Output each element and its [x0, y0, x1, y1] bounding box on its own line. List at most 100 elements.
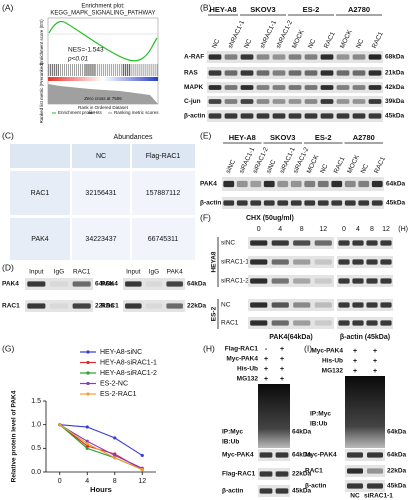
- table-cell: [132, 171, 195, 215]
- column-header: Flag-RAC1: [146, 153, 181, 160]
- lane-label: NC: [350, 493, 360, 500]
- blot-band: [272, 54, 286, 60]
- ib-label: IB:Ub: [310, 421, 327, 428]
- size-label: 45kDa: [385, 113, 405, 120]
- table-cell-value: 157887112: [146, 190, 181, 197]
- row-label: β-actin: [184, 113, 205, 120]
- blot-band: [224, 113, 238, 119]
- lane-label: siNC: [225, 159, 237, 175]
- lane-label: NC: [307, 38, 317, 50]
- size-label: 39kDa: [385, 98, 405, 105]
- blot-band: [380, 302, 392, 308]
- blot-band: [290, 180, 302, 188]
- blot-band: [368, 99, 382, 104]
- lane-label: Input: [29, 269, 44, 276]
- blot-band: [240, 70, 254, 76]
- blot-band: [338, 320, 350, 326]
- blot-band: [288, 99, 302, 104]
- panel-label: (H): [203, 343, 215, 353]
- row-label: β-actin: [305, 483, 326, 490]
- blot-band: [304, 180, 316, 188]
- blot-band: [366, 240, 378, 246]
- blot-band: [320, 70, 334, 76]
- blot-band: [263, 180, 275, 188]
- blot-band: [271, 259, 289, 265]
- y-axis-label: Relative protein level of PAK4: [11, 390, 18, 482]
- size-label: 68kDa: [385, 54, 405, 61]
- blot-band: [352, 320, 364, 326]
- table-cell: [72, 218, 130, 260]
- condition-sign: +: [264, 376, 268, 383]
- blot-band: [256, 70, 270, 76]
- blot-band: [352, 99, 366, 104]
- legend-label: ES-2-RAC1: [100, 391, 137, 398]
- condition-sign: +: [280, 376, 284, 383]
- blot-band: [368, 85, 382, 90]
- condition-label: Myc-PAK4: [311, 348, 343, 355]
- blot-background: [248, 237, 334, 249]
- blot-band: [380, 278, 392, 284]
- legend-label: Enrichment profile: [58, 110, 95, 115]
- row-label: A-RAF: [184, 54, 204, 61]
- blot-band: [208, 85, 222, 90]
- x-tick-label: 0: [58, 478, 62, 485]
- blot-band: [371, 200, 383, 206]
- panel-label: (A): [2, 2, 14, 12]
- x-tick-label: 8: [113, 478, 117, 485]
- condition-sign: +: [264, 366, 268, 373]
- blot-band: [368, 54, 382, 60]
- time-label: 12: [319, 226, 327, 233]
- panel-label: (C): [2, 130, 14, 140]
- blot-background: [25, 278, 93, 290]
- gsea-subtitle: KEGG_MAPK_SIGNALING_PATHWAY: [50, 11, 155, 17]
- blot-band: [314, 259, 332, 265]
- blot-band: [320, 113, 334, 119]
- row-label: β-actin: [222, 488, 243, 495]
- ranking-area: [48, 84, 158, 104]
- blot-band: [314, 278, 332, 284]
- condition-sign: +: [353, 368, 357, 375]
- time-label: 0: [257, 226, 261, 233]
- blot-background: [248, 317, 334, 329]
- row-label: siNC: [221, 240, 235, 247]
- series-line: [59, 424, 143, 456]
- row-label: MAPK: [184, 84, 203, 91]
- blot-band: [256, 85, 270, 90]
- panel-label: (F): [200, 212, 211, 222]
- data-point: [85, 439, 89, 443]
- blot-background: [248, 275, 334, 287]
- blot-background: [337, 256, 393, 268]
- blot-band: [314, 302, 332, 308]
- time-label: 12: [382, 226, 390, 233]
- blot-band: [224, 99, 238, 104]
- row-label: siRAC1-1: [221, 259, 249, 266]
- time-label: 8: [300, 226, 304, 233]
- lane-label: siNC: [265, 159, 277, 175]
- data-point: [113, 453, 117, 458]
- blot-band: [336, 113, 350, 119]
- data-point: [113, 456, 117, 460]
- blot-band: [366, 259, 378, 265]
- lane-label: NC: [355, 38, 365, 50]
- blot-background: [123, 278, 185, 290]
- row-label: PAK4: [200, 181, 217, 188]
- size-label: 45kDa: [386, 200, 406, 207]
- blot-band: [317, 200, 329, 206]
- condition-label: His-Ub: [322, 358, 343, 365]
- lane-label: RAC1: [323, 31, 337, 50]
- table-cell: [10, 171, 70, 215]
- legend-marker: [86, 350, 90, 354]
- series-line: [59, 424, 143, 471]
- row-label: Myc-PAK4: [222, 452, 254, 459]
- size-label: 64kDa: [386, 181, 406, 188]
- row-label: RAC1: [221, 320, 239, 327]
- blot-band: [331, 200, 343, 206]
- blot-band: [347, 452, 363, 458]
- blot-band: [272, 70, 286, 76]
- blot-band: [275, 471, 289, 477]
- column-header: NC: [96, 153, 106, 160]
- y-tick-label: 1.5: [31, 398, 41, 405]
- lane-label: Input: [126, 269, 141, 276]
- blot-background: [222, 197, 384, 209]
- data-point: [85, 444, 89, 448]
